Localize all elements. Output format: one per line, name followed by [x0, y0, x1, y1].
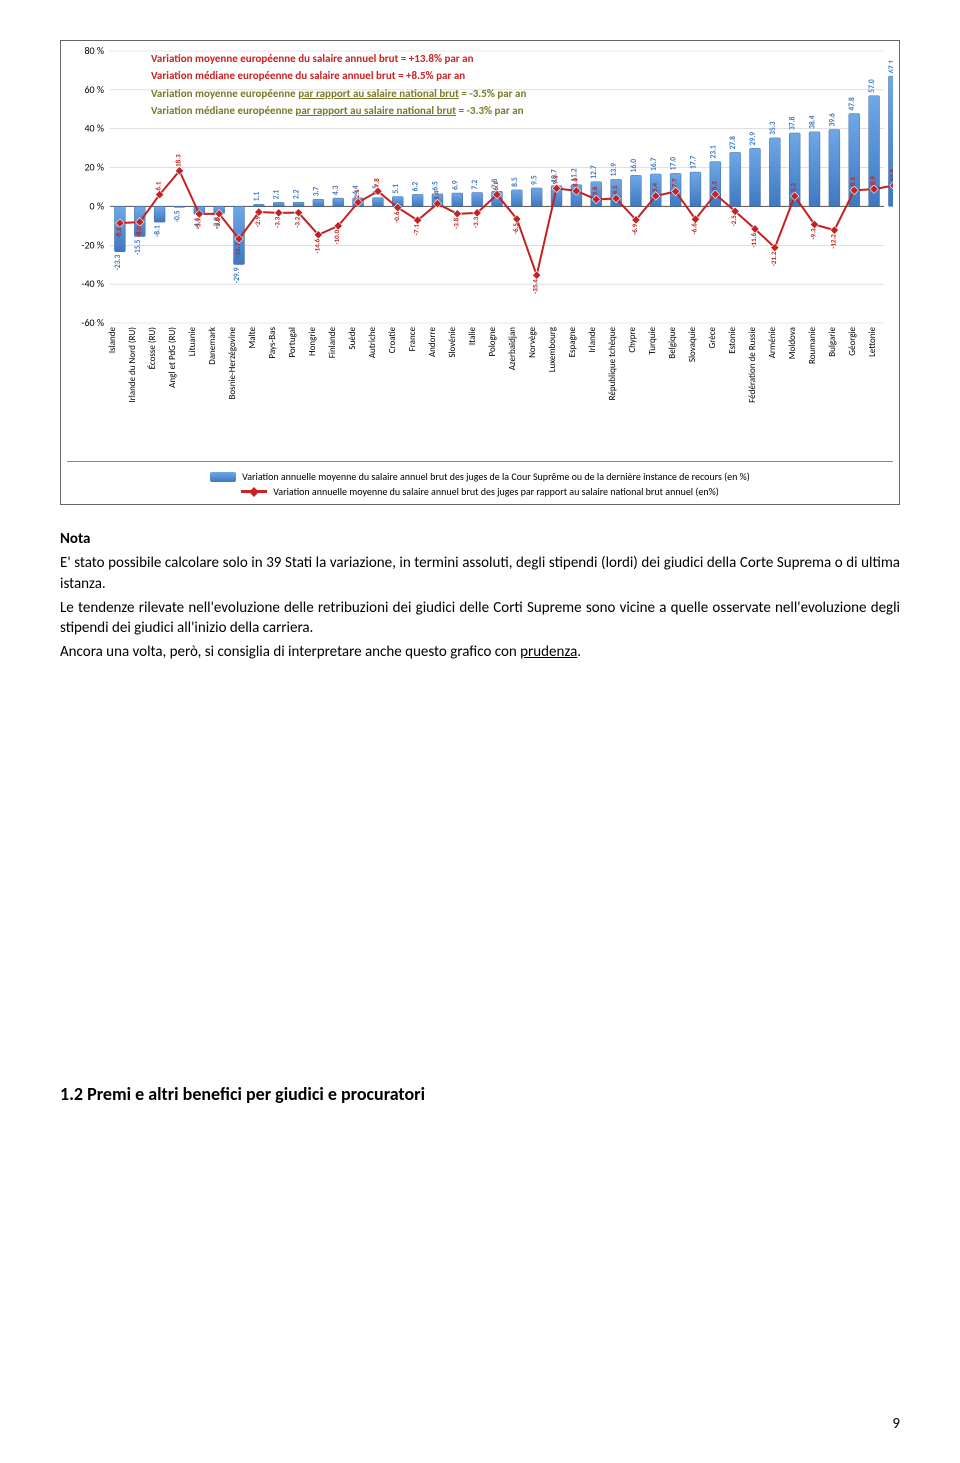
svg-text:8.5: 8.5 [511, 177, 520, 187]
svg-text:6.1: 6.1 [154, 181, 163, 190]
svg-text:3.6: 3.6 [590, 186, 599, 195]
svg-text:2.1: 2.1 [273, 190, 282, 200]
svg-text:-2.9: -2.9 [253, 216, 262, 228]
svg-text:29.9: 29.9 [749, 132, 758, 146]
svg-text:0 %: 0 % [90, 199, 104, 212]
svg-text:37.8: 37.8 [789, 116, 798, 130]
nota-p2: Le tendenze rilevate nell'evoluzione del… [60, 598, 900, 639]
svg-text:-3.2: -3.2 [293, 216, 302, 228]
svg-text:1.1: 1.1 [253, 191, 262, 201]
svg-text:40 %: 40 % [84, 122, 104, 135]
svg-text:6.5: 6.5 [431, 181, 440, 191]
svg-text:-14.6: -14.6 [312, 238, 321, 253]
svg-text:-3.8: -3.8 [451, 217, 460, 229]
section-title: 1.2 Premi e altri benefici per giudici e… [60, 1083, 900, 1105]
svg-text:-3.8: -3.8 [213, 217, 222, 229]
nota-p1: E' stato possibile calcolare solo in 39 … [60, 553, 900, 594]
svg-text:47.8: 47.8 [848, 97, 857, 111]
nota-title: Nota [60, 529, 900, 549]
svg-text:1.4: 1.4 [431, 190, 440, 199]
svg-text:6.2: 6.2 [412, 182, 421, 192]
svg-text:6.3: 6.3 [709, 181, 718, 190]
svg-text:4.1: 4.1 [610, 185, 619, 194]
svg-text:39.6: 39.6 [828, 113, 837, 127]
svg-text:-12.2: -12.2 [828, 234, 837, 249]
svg-text:-6.6: -6.6 [689, 223, 698, 235]
legend-bar-icon [210, 472, 236, 482]
svg-text:23.1: 23.1 [709, 145, 718, 159]
svg-text:-6.9: -6.9 [630, 223, 639, 235]
legend-bar-label: Variation annuelle moyenne du salaire an… [242, 470, 750, 483]
svg-text:-20 %: -20 % [81, 238, 104, 251]
svg-text:8.0: 8.0 [570, 177, 579, 186]
svg-text:60 %: 60 % [84, 83, 104, 96]
svg-text:2.1: 2.1 [352, 189, 361, 198]
svg-text:-15.5: -15.5 [134, 239, 143, 255]
svg-text:67.1: 67.1 [888, 59, 893, 73]
svg-text:6.1: 6.1 [491, 181, 500, 190]
svg-text:-40 %: -40 % [81, 277, 104, 290]
svg-text:12.7: 12.7 [590, 165, 599, 179]
svg-text:6.9: 6.9 [451, 180, 460, 190]
nota-block: Nota E' stato possibile calcolare solo i… [60, 529, 900, 663]
page-number: 9 [892, 1415, 900, 1433]
svg-text:9.5: 9.5 [531, 175, 540, 185]
svg-text:-0.5: -0.5 [173, 210, 182, 222]
svg-text:9.3: 9.3 [551, 175, 560, 184]
svg-text:-23.3: -23.3 [114, 254, 123, 270]
svg-text:18.3: 18.3 [173, 154, 182, 167]
svg-text:5.3: 5.3 [789, 183, 798, 192]
svg-text:-10.0: -10.0 [332, 229, 341, 244]
chart-legend: Variation annuelle moyenne du salaire an… [67, 461, 893, 498]
svg-text:-21.2: -21.2 [769, 251, 778, 266]
svg-text:4.3: 4.3 [332, 185, 341, 195]
svg-text:16.7: 16.7 [650, 157, 659, 171]
svg-text:-35.4: -35.4 [531, 279, 540, 294]
svg-text:80 %: 80 % [84, 47, 104, 57]
svg-text:-11.6: -11.6 [749, 233, 758, 248]
svg-text:5.4: 5.4 [650, 183, 659, 192]
svg-text:57.0: 57.0 [868, 79, 877, 93]
svg-text:-0.6: -0.6 [392, 211, 401, 223]
svg-text:13.9: 13.9 [610, 163, 619, 177]
nota-p3: Ancora una volta, però, si consiglia di … [60, 642, 900, 662]
svg-text:20 %: 20 % [84, 161, 104, 174]
svg-text:17.0: 17.0 [670, 157, 679, 171]
document-page: Variation moyenne européenne du salaire … [0, 0, 960, 1463]
svg-text:7.7: 7.7 [670, 178, 679, 187]
svg-text:3.7: 3.7 [312, 186, 321, 196]
svg-text:16.0: 16.0 [630, 159, 639, 173]
svg-text:7.2: 7.2 [471, 180, 480, 190]
svg-text:-9.3: -9.3 [809, 228, 818, 240]
svg-text:38.4: 38.4 [809, 115, 818, 129]
svg-text:-2.5: -2.5 [729, 215, 738, 227]
svg-text:-3.9: -3.9 [193, 218, 202, 230]
svg-text:27.8: 27.8 [729, 136, 738, 150]
svg-text:-7.1: -7.1 [412, 224, 421, 236]
chart-x-labels: IslandeIrlande du Nord (RU)Écosse (RU)An… [67, 327, 893, 457]
svg-text:35.3: 35.3 [769, 121, 778, 135]
svg-text:-16.7: -16.7 [233, 242, 242, 257]
chart-annotations: Variation moyenne européenne du salaire … [151, 51, 526, 121]
svg-text:-6.5: -6.5 [511, 223, 520, 235]
legend-line-label: Variation annuelle moyenne du salaire an… [273, 485, 719, 498]
svg-text:-8.1: -8.1 [154, 225, 163, 237]
svg-text:8.9: 8.9 [868, 176, 877, 185]
svg-text:2.2: 2.2 [293, 189, 302, 199]
svg-text:8.3: 8.3 [848, 177, 857, 186]
svg-text:-3.3: -3.3 [273, 216, 282, 228]
svg-text:5.1: 5.1 [392, 184, 401, 194]
svg-text:10.8: 10.8 [888, 168, 893, 181]
legend-line-icon [241, 490, 267, 493]
svg-text:7.8: 7.8 [372, 178, 381, 187]
svg-text:-3.3: -3.3 [471, 216, 480, 228]
svg-text:-8.0: -8.0 [134, 226, 143, 238]
chart-container: Variation moyenne européenne du salaire … [60, 40, 900, 505]
svg-text:17.7: 17.7 [689, 155, 698, 169]
svg-text:-29.9: -29.9 [233, 267, 242, 283]
svg-text:-60 %: -60 % [81, 316, 104, 327]
svg-text:-8.6: -8.6 [114, 227, 123, 239]
